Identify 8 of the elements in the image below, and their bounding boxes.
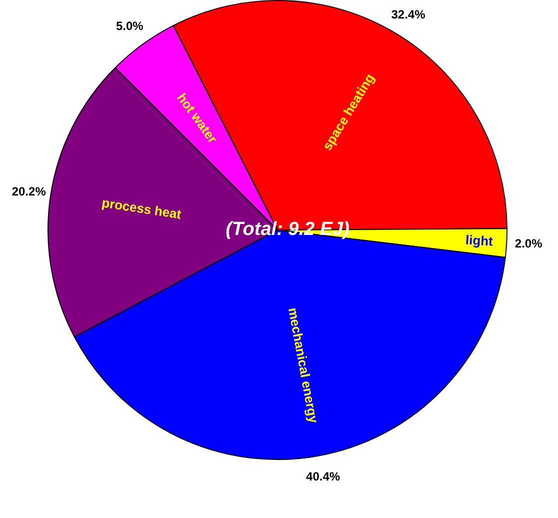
- slice-label: light: [465, 232, 494, 249]
- data-label: 2.0%: [514, 236, 543, 251]
- data-label: 5.0%: [116, 18, 144, 33]
- slice-label: process heat: [100, 194, 183, 222]
- data-label: 40.4%: [306, 470, 340, 484]
- data-label: 20.2%: [12, 184, 46, 199]
- data-label: 32.4%: [391, 7, 426, 22]
- slice-label: mechanical energy: [285, 306, 322, 425]
